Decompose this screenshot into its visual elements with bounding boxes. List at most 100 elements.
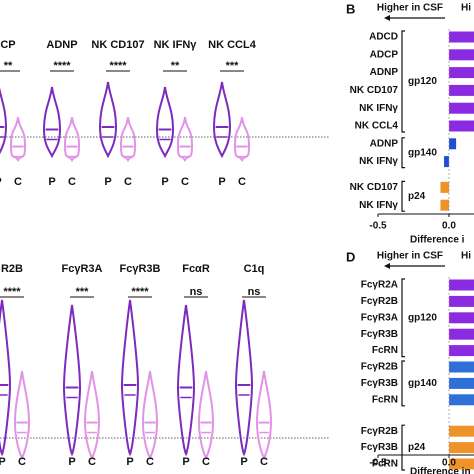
bar — [449, 345, 474, 357]
bar — [449, 425, 474, 437]
bracket — [401, 424, 405, 471]
bar — [449, 49, 474, 61]
x-label: C — [146, 456, 154, 468]
arrow-label: Hi — [461, 3, 471, 14]
bar — [449, 295, 474, 307]
bracket — [401, 278, 405, 358]
group-label: gp140 — [408, 147, 437, 158]
column-title: ADNP — [46, 39, 77, 51]
significance: *** — [226, 60, 240, 72]
group-label: p24 — [408, 191, 426, 202]
column-title: CP — [0, 39, 15, 51]
bar — [449, 279, 474, 291]
bar — [449, 328, 474, 340]
row-label: ADNP — [370, 138, 399, 149]
arrow-label: Higher in CSF — [377, 3, 443, 14]
x-label: C — [181, 176, 189, 188]
x-tick-label: -0.5 — [369, 458, 387, 469]
x-axis-label: Difference i — [410, 235, 465, 246]
bar — [449, 31, 474, 43]
significance: **** — [3, 286, 21, 298]
violin — [63, 116, 81, 163]
x-label: P — [126, 456, 133, 468]
arrow-label: Higher in CSF — [377, 251, 443, 262]
violin — [0, 299, 12, 457]
significance: **** — [131, 286, 149, 298]
row-label: FcγR3B — [361, 442, 398, 453]
x-label: C — [68, 176, 76, 188]
row-label: ADCP — [370, 49, 399, 60]
violin — [255, 370, 273, 461]
x-label: C — [18, 456, 26, 468]
bar — [449, 120, 474, 132]
group-label: gp120 — [408, 312, 437, 323]
bracket — [401, 30, 405, 133]
arrow-head — [384, 15, 390, 21]
x-label: P — [0, 456, 6, 468]
row-label: ADNP — [370, 67, 399, 78]
row-label: NK CCL4 — [355, 121, 399, 132]
panel-letter: B — [346, 1, 355, 16]
group-label: gp140 — [408, 378, 437, 389]
violin — [83, 370, 101, 461]
group-label: gp120 — [408, 76, 437, 87]
violin — [155, 86, 175, 159]
bar — [444, 156, 450, 168]
column-title: C1q — [244, 263, 265, 275]
row-label: FcγR2B — [361, 362, 398, 373]
x-axis-label: Difference in — [410, 467, 471, 474]
row-label: NK CD107 — [350, 182, 399, 193]
x-label: P — [0, 176, 2, 188]
row-label: FcγR3A — [361, 312, 398, 323]
violin — [13, 370, 31, 461]
row-label: FcγR2B — [361, 296, 398, 307]
x-label: C — [202, 456, 210, 468]
violin — [120, 299, 140, 457]
bar — [449, 458, 474, 470]
arrow-head — [384, 263, 390, 269]
row-label: NK CD107 — [350, 85, 399, 96]
bar — [449, 361, 474, 373]
significance: *** — [76, 286, 90, 298]
violin — [9, 116, 27, 163]
bar — [440, 181, 450, 193]
violin — [233, 116, 251, 163]
bar — [449, 102, 474, 114]
x-label: C — [14, 176, 22, 188]
row-label: FcRN — [372, 394, 398, 405]
x-label: C — [88, 456, 96, 468]
x-label: C — [260, 456, 268, 468]
x-tick-label: 0.0 — [442, 458, 456, 469]
column-title: NK IFNγ — [154, 39, 198, 51]
row-label: NK IFNγ — [359, 156, 398, 167]
bracket — [401, 137, 405, 169]
panel-letter: D — [346, 249, 355, 264]
violin — [176, 116, 194, 163]
column-title: FcγR3B — [120, 263, 161, 275]
column-title: R2B — [1, 263, 23, 275]
significance: ** — [171, 60, 180, 72]
significance: **** — [109, 60, 127, 72]
x-label: P — [218, 176, 225, 188]
violin — [141, 370, 159, 461]
violin — [0, 87, 8, 155]
column-title: NK CCL4 — [208, 39, 257, 51]
x-label: P — [48, 176, 55, 188]
significance: ns — [248, 286, 261, 298]
bar — [449, 394, 474, 406]
bar — [449, 138, 457, 150]
row-label: NK IFNγ — [359, 103, 398, 114]
row-label: NK IFNγ — [359, 200, 398, 211]
row-label: FcγR3B — [361, 378, 398, 389]
x-label: P — [104, 176, 111, 188]
x-label: C — [238, 176, 246, 188]
row-label: FcγR2B — [361, 426, 398, 437]
bracket — [401, 360, 405, 407]
significance: **** — [53, 60, 71, 72]
significance: ** — [4, 60, 13, 72]
bar — [440, 199, 450, 211]
row-label: FcRN — [372, 459, 398, 470]
violin — [176, 304, 196, 457]
x-label: P — [240, 456, 247, 468]
